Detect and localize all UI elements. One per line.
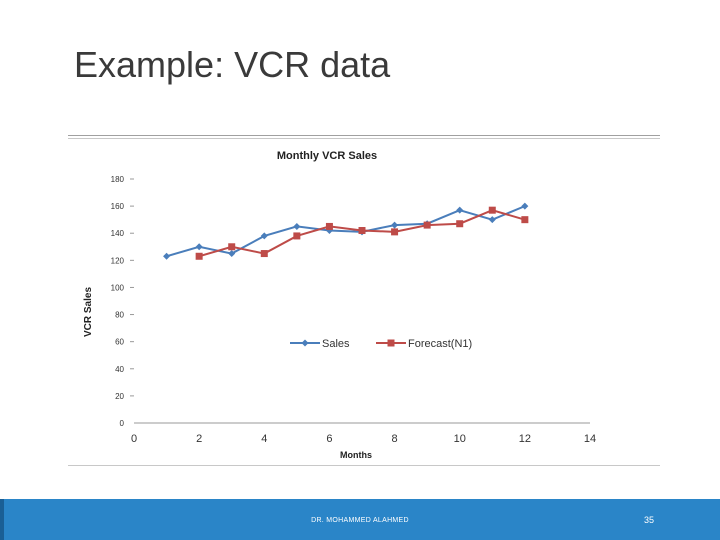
- x-tick-label: 2: [196, 433, 202, 445]
- x-tick-label: 14: [584, 433, 596, 445]
- footer-author: DR. MOHAMMED ALAHMED: [311, 517, 409, 524]
- sales-point: [521, 202, 529, 210]
- y-tick-label: 60: [115, 338, 124, 347]
- y-tick-label: 160: [111, 202, 125, 211]
- footer-accent: [0, 499, 4, 540]
- y-tick-label: 20: [115, 392, 124, 401]
- y-axis-label: VCR Sales: [83, 287, 94, 337]
- top-divider: [68, 135, 660, 136]
- legend: Sales Forecast(N1): [290, 338, 472, 350]
- sales-point: [456, 206, 464, 214]
- forecast-point: [423, 221, 431, 229]
- y-tick-label: 140: [111, 229, 125, 238]
- y-tick-label: 80: [115, 311, 124, 320]
- y-tick-label: 40: [115, 365, 124, 374]
- y-tick-label: 0: [120, 419, 125, 428]
- x-axis-label: Months: [340, 450, 372, 460]
- x-tick-label: 12: [519, 433, 531, 445]
- forecast-point: [488, 206, 496, 214]
- axes-group: 0 20 40 60 80 100 120 140 160 180 0 2 4 6 8 10 12 14: [111, 175, 596, 445]
- sales-point: [195, 243, 203, 251]
- y-tick-label: 120: [111, 256, 125, 265]
- legend-marker: [301, 339, 309, 347]
- chart-title: Monthly VCR Sales: [277, 150, 377, 162]
- slide-title: Example: VCR data: [74, 44, 391, 85]
- legend-label: Sales: [322, 338, 350, 350]
- sales-point: [163, 252, 171, 260]
- sales-point: [391, 221, 399, 229]
- bottom-divider: [68, 465, 660, 466]
- top-divider-secondary: [68, 138, 660, 139]
- y-tick-label: 100: [111, 283, 125, 292]
- forecast-point: [456, 220, 464, 228]
- forecast-point: [358, 227, 366, 235]
- forecast-point: [325, 222, 333, 230]
- forecast-point: [228, 243, 236, 251]
- forecast-point: [195, 252, 203, 260]
- forecast-point: [293, 232, 301, 240]
- x-tick-label: 8: [392, 433, 398, 445]
- page-number: 35: [644, 515, 655, 525]
- sales-point: [228, 250, 236, 258]
- series-group: [163, 202, 529, 260]
- footer-bar: DR. MOHAMMED ALAHMED 35: [0, 499, 720, 540]
- forecast-point: [260, 250, 268, 258]
- x-tick-label: 6: [326, 433, 332, 445]
- y-tick-label: 180: [111, 175, 125, 184]
- series-line-sales: [166, 205, 526, 258]
- legend-label: Forecast(N1): [408, 338, 472, 350]
- forecast-point: [391, 228, 399, 236]
- x-tick-label: 0: [131, 433, 137, 445]
- sales-point: [293, 222, 301, 230]
- x-tick-label: 4: [261, 433, 267, 445]
- sales-point: [260, 232, 268, 240]
- sales-point: [488, 216, 496, 224]
- x-tick-label: 10: [454, 433, 466, 445]
- legend-marker: [387, 339, 395, 347]
- forecast-point: [521, 216, 529, 224]
